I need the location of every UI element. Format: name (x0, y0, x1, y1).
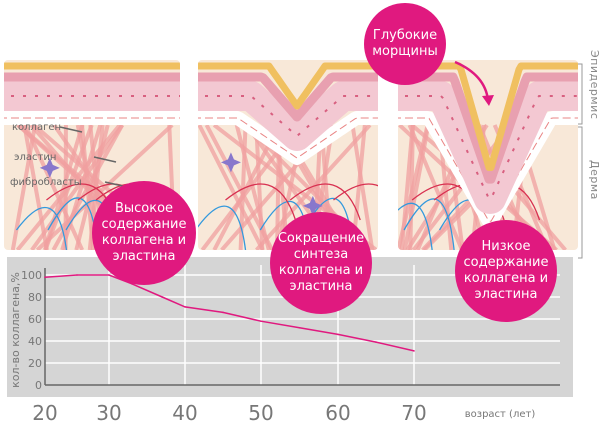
epidermis-bracket (578, 63, 583, 125)
data-point (184, 306, 186, 308)
fibroblasts-label: фибробласты (10, 177, 82, 188)
elastin-fiber (198, 205, 247, 250)
y-axis-label: кол-во коллагена,% (9, 272, 22, 388)
bubble-high-content-text: Высокое содержание коллагена и эластина (101, 201, 187, 264)
collagen-fiber (43, 124, 85, 250)
bubble-low-content: Низкое содержание коллагена и эластина (455, 220, 557, 322)
fibroblast (220, 152, 241, 173)
spinous-layer (198, 81, 378, 151)
data-point (76, 274, 78, 276)
data-point (413, 350, 415, 352)
y-tick-label: 20 (28, 357, 42, 370)
fibroblast (39, 157, 60, 178)
data-point (108, 274, 110, 276)
elastin-fiber (403, 198, 455, 250)
collagen-fiber (407, 124, 464, 250)
elastin-label: эластин (14, 152, 56, 163)
collagen-fiber (23, 124, 85, 250)
basal-cells (398, 117, 578, 222)
y-tick-label: 100 (21, 269, 42, 282)
y-tick-label: 40 (28, 335, 42, 348)
stratum-corneum (198, 62, 378, 110)
x-tick-label: 70 (401, 401, 426, 425)
data-point (260, 320, 262, 323)
wrinkle-arrowhead (482, 95, 494, 106)
collagen-fiber (60, 124, 103, 250)
x-tick-label: 20 (32, 401, 57, 425)
collagen-fiber (198, 124, 265, 250)
x-tick-label: 30 (96, 401, 121, 425)
dermis-bracket (578, 126, 583, 259)
cell-nuclei (398, 95, 578, 200)
label-arrow (93, 156, 117, 163)
y-tick-label: 80 (28, 291, 42, 304)
y-tick-label: 0 (35, 379, 42, 392)
bubble-deep-wrinkles: Глубокие морщины (364, 3, 446, 85)
elastin-fiber (333, 183, 378, 221)
collagen-fiber (350, 124, 375, 250)
elastin-fiber (289, 183, 361, 221)
y-tick-label: 60 (28, 313, 42, 326)
x-tick-label: 50 (248, 401, 273, 425)
label-arrow (59, 126, 83, 133)
data-point (298, 327, 301, 329)
elastin-fiber (398, 202, 433, 250)
elastin-fiber (15, 206, 68, 250)
data-point (222, 311, 224, 314)
x-tick-label: 40 (172, 401, 197, 425)
collagen-fiber (87, 124, 105, 250)
bubble-synthesis-reduction-text: Сокращение синтеза коллагена и эластина (277, 231, 365, 294)
granular-layer (198, 72, 378, 122)
x-tick-label: 60 (325, 401, 350, 425)
collagen-fiber (408, 124, 415, 250)
bubble-high-content: Высокое содержание коллагена и эластина (92, 181, 196, 285)
basal-cells (198, 117, 378, 159)
data-point (337, 333, 339, 336)
dermis-label: Дерма (588, 160, 600, 200)
collagen-line (44, 274, 415, 352)
skin-panel-deep-wrinkle (398, 60, 578, 250)
epidermis-label: Эпидермис (588, 50, 600, 120)
x-axis-label: возраст (лет) (465, 409, 536, 420)
bubble-deep-wrinkles-text: Глубокие морщины (372, 28, 438, 59)
collagen-fiber (30, 123, 124, 250)
data-point (44, 276, 46, 279)
data-point (375, 341, 377, 343)
fibroblast (302, 195, 323, 216)
collagen-label: коллаген (12, 122, 61, 133)
collagen-fiber (22, 124, 49, 250)
data-point (161, 296, 163, 298)
bubble-synthesis-reduction: Сокращение синтеза коллагена и эластина (270, 212, 372, 314)
elastin-fiber (225, 183, 297, 221)
bubble-low-content-text: Низкое содержание коллагена и эластина (463, 239, 549, 302)
